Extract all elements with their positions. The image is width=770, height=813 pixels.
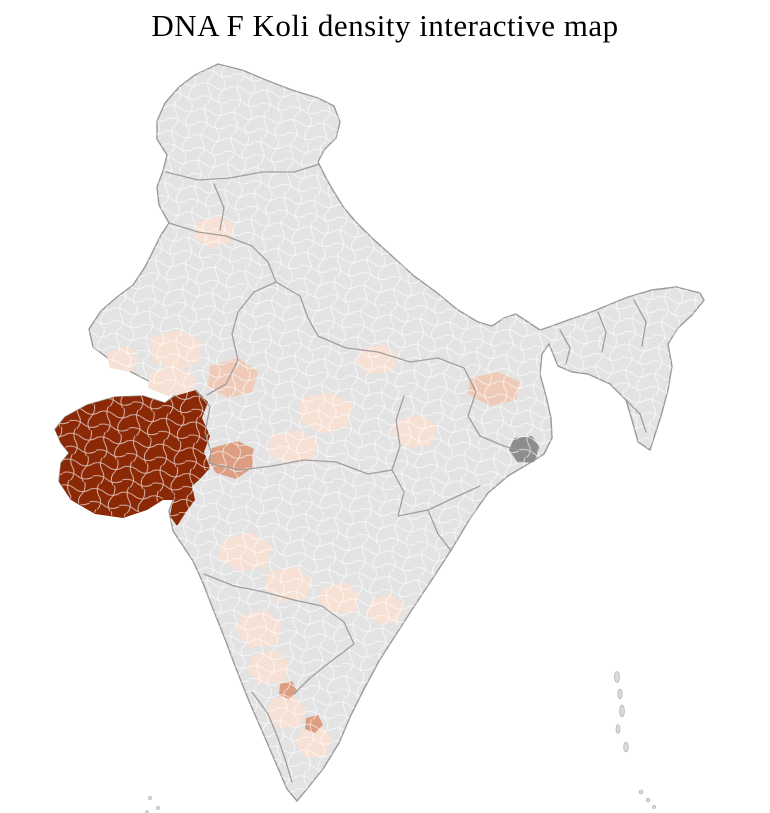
andaman-island-1 [614, 671, 620, 683]
map-title: DNA F Koli density interactive map [151, 8, 619, 43]
nicobar-island-3 [652, 805, 656, 809]
nicobar-island-2 [645, 797, 651, 803]
andaman-island-2 [617, 688, 623, 700]
andaman-island-4 [615, 724, 621, 734]
andaman-island-3 [619, 704, 625, 718]
state-borders [165, 163, 647, 783]
andaman-island-5 [623, 741, 629, 753]
andaman-nicobar-islands [614, 671, 656, 809]
lakshadweep-island-1 [148, 796, 152, 800]
lakshadweep-island-3 [145, 810, 149, 813]
lakshadweep-islands [145, 796, 160, 813]
nicobar-island-1 [638, 789, 644, 795]
region-gujarat-high-density[interactable] [55, 390, 210, 526]
lakshadweep-island-2 [156, 806, 160, 810]
